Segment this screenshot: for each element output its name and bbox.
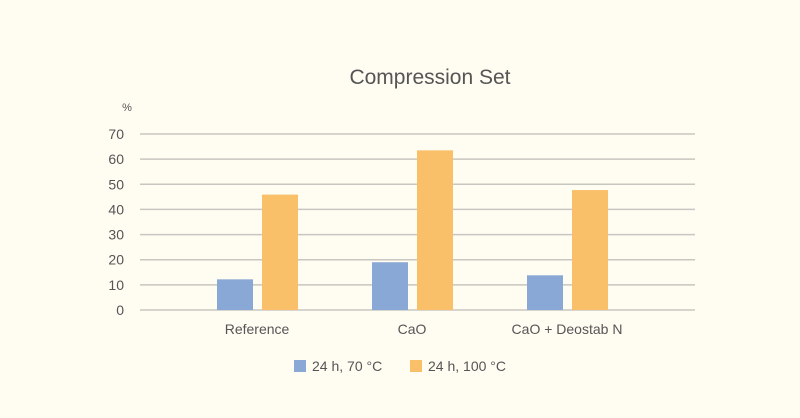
x-tick-label: CaO + Deostab N xyxy=(512,321,623,337)
bar-cao-series-1 xyxy=(417,150,453,310)
legend-swatch xyxy=(410,360,422,372)
chart-title: Compression Set xyxy=(349,66,510,89)
bar-reference-series-1 xyxy=(262,194,298,310)
legend-swatch xyxy=(294,360,306,372)
y-tick-label: 0 xyxy=(116,302,124,318)
y-tick-label: 60 xyxy=(108,151,124,167)
y-axis-label: % xyxy=(122,102,132,114)
y-tick-label: 20 xyxy=(108,252,124,268)
y-tick-label: 70 xyxy=(108,126,124,142)
bar-cao-deostab-n-series-0 xyxy=(527,275,563,310)
y-tick-label: 50 xyxy=(108,176,124,192)
x-tick-label: Reference xyxy=(225,321,290,337)
bar-cao-deostab-n-series-1 xyxy=(572,190,608,310)
y-tick-label: 40 xyxy=(108,201,124,217)
y-tick-label: 30 xyxy=(108,227,124,243)
y-tick-label: 10 xyxy=(108,277,124,293)
x-tick-label: CaO xyxy=(398,321,427,337)
bar-cao-series-0 xyxy=(372,262,408,310)
bar-reference-series-0 xyxy=(217,279,253,310)
legend-label: 24 h, 70 °C xyxy=(312,358,382,374)
legend-label: 24 h, 100 °C xyxy=(428,358,506,374)
